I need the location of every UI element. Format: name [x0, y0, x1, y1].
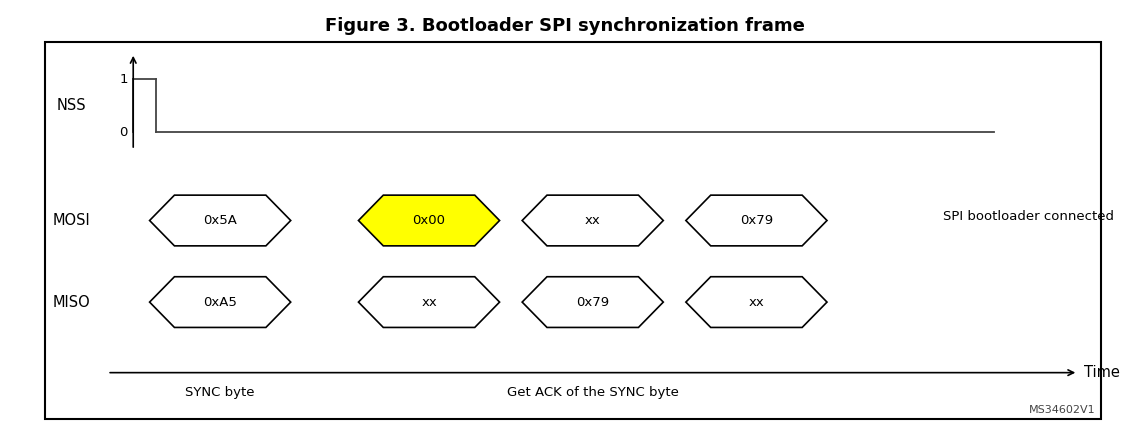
Polygon shape — [522, 277, 664, 327]
Text: Time: Time — [1084, 365, 1120, 380]
Text: 0xA5: 0xA5 — [203, 295, 237, 309]
Bar — [45, 42, 1101, 419]
Text: NSS: NSS — [56, 98, 86, 113]
Polygon shape — [686, 277, 826, 327]
Polygon shape — [686, 195, 826, 246]
Text: MS34602V1: MS34602V1 — [1029, 404, 1095, 415]
Polygon shape — [359, 277, 499, 327]
Text: SPI bootloader connected: SPI bootloader connected — [943, 209, 1113, 223]
Text: Get ACK of the SYNC byte: Get ACK of the SYNC byte — [507, 386, 679, 399]
Text: xx: xx — [749, 295, 764, 309]
Text: xx: xx — [585, 214, 601, 227]
Polygon shape — [359, 195, 499, 246]
Text: 0x00: 0x00 — [412, 214, 446, 227]
Text: 0: 0 — [120, 126, 128, 139]
Text: MISO: MISO — [52, 295, 90, 310]
Text: MOSI: MOSI — [52, 213, 90, 228]
Text: Figure 3. Bootloader SPI synchronization frame: Figure 3. Bootloader SPI synchronization… — [324, 18, 805, 35]
Text: 0x5A: 0x5A — [203, 214, 237, 227]
Polygon shape — [149, 277, 291, 327]
Polygon shape — [522, 195, 664, 246]
Text: 1: 1 — [119, 73, 128, 86]
Text: SYNC byte: SYNC byte — [185, 386, 255, 399]
Text: 0x79: 0x79 — [739, 214, 773, 227]
Text: 0x79: 0x79 — [576, 295, 610, 309]
Polygon shape — [149, 195, 291, 246]
Text: xx: xx — [421, 295, 437, 309]
